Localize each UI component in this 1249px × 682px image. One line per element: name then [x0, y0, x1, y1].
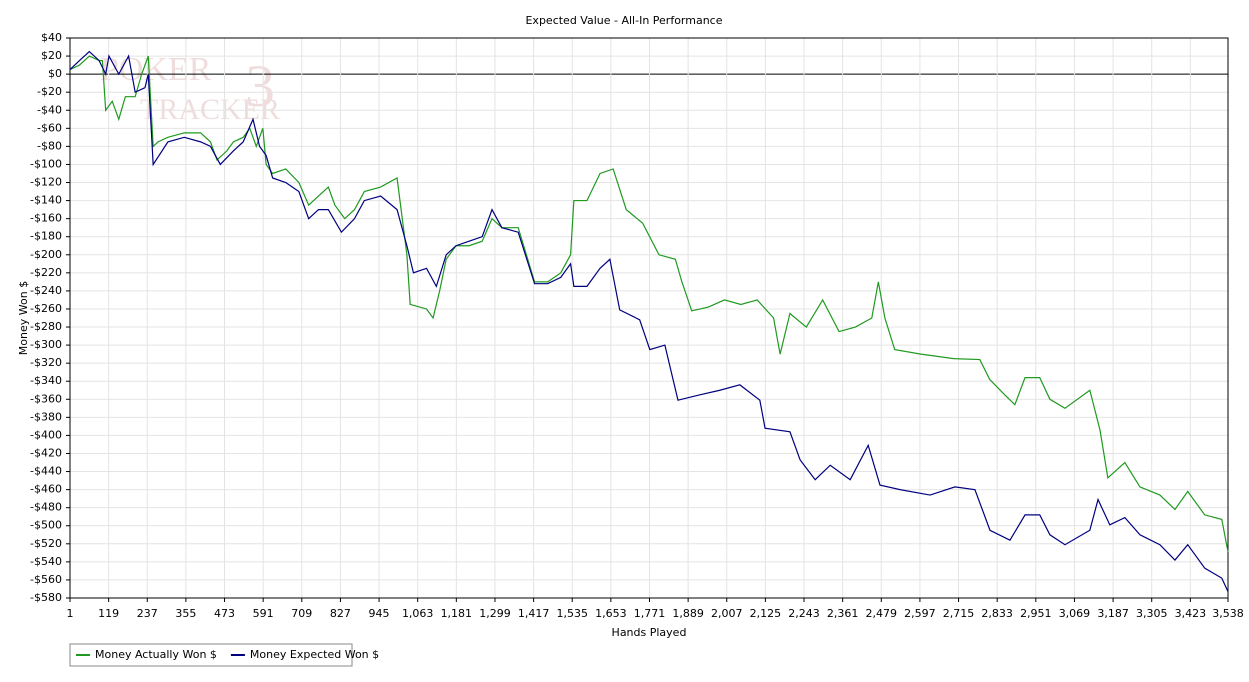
legend-label: Money Actually Won $ [95, 648, 217, 661]
x-tick-label: 2,361 [827, 607, 859, 620]
x-tick-label: 119 [98, 607, 119, 620]
y-tick-label: $40 [41, 31, 62, 44]
y-tick-label: -$400 [30, 428, 62, 441]
x-tick-label: 3,538 [1212, 607, 1244, 620]
x-tick-label: 3,187 [1097, 607, 1129, 620]
x-tick-label: 237 [137, 607, 158, 620]
plot-frame [69, 37, 1229, 599]
y-tick-label: -$180 [30, 230, 62, 243]
y-tick-label: $20 [41, 49, 62, 62]
x-tick-label: 2,951 [1020, 607, 1052, 620]
watermark: POKER TRACKER 3 [100, 51, 280, 126]
x-tick-label: 355 [175, 607, 196, 620]
x-tick-label: 2,833 [981, 607, 1013, 620]
x-tick-label: 1,181 [441, 607, 473, 620]
x-tick-label: 1 [67, 607, 74, 620]
y-tick-label: -$500 [30, 519, 62, 532]
y-tick-label: -$420 [30, 446, 62, 459]
y-tick-label: -$380 [30, 410, 62, 423]
y-tick-label: -$460 [30, 483, 62, 496]
y-tick-label: -$100 [30, 157, 62, 170]
x-tick-label: 1,299 [479, 607, 511, 620]
y-tick-label: -$60 [37, 121, 62, 134]
y-tick-label: -$560 [30, 573, 62, 586]
x-tick-label: 1,535 [556, 607, 588, 620]
x-tick-label: 1,653 [595, 607, 627, 620]
y-tick-label: -$300 [30, 338, 62, 351]
x-tick-label: 3,305 [1136, 607, 1168, 620]
y-tick-label: -$140 [30, 194, 62, 207]
x-tick-label: 2,479 [866, 607, 898, 620]
y-tick-label: -$20 [37, 85, 62, 98]
y-tick-label: -$440 [30, 465, 62, 478]
x-tick-label: 473 [214, 607, 235, 620]
watermark-text: POKER [100, 51, 212, 88]
x-tick-label: 1,063 [402, 607, 434, 620]
y-tick-label: -$520 [30, 537, 62, 550]
y-tick-label: -$480 [30, 501, 62, 514]
x-tick-label: 3,069 [1059, 607, 1091, 620]
y-tick-label: -$200 [30, 248, 62, 261]
y-tick-label: $0 [48, 67, 62, 80]
series-line [69, 55, 1229, 553]
y-tick-label: -$240 [30, 284, 62, 297]
legend-label: Money Expected Won $ [250, 648, 379, 661]
x-tick-label: 591 [253, 607, 274, 620]
x-tick-label: 2,125 [750, 607, 782, 620]
y-tick-label: -$120 [30, 176, 62, 189]
y-tick-label: -$40 [37, 103, 62, 116]
y-tick-label: -$580 [30, 591, 62, 604]
y-tick-label: -$280 [30, 320, 62, 333]
x-tick-label: 2,715 [943, 607, 975, 620]
x-tick-label: 2,243 [788, 607, 820, 620]
series-line [69, 50, 1229, 592]
x-tick-label: 709 [291, 607, 312, 620]
y-tick-label: -$540 [30, 555, 62, 568]
x-tick-label: 1,417 [518, 607, 550, 620]
y-tick-label: -$320 [30, 356, 62, 369]
y-tick-label: -$360 [30, 392, 62, 405]
y-tick-label: -$160 [30, 212, 62, 225]
x-tick-label: 2,007 [711, 607, 743, 620]
chart-title: Expected Value - All-In Performance [525, 14, 722, 27]
watermark-text: TRACKER [140, 93, 280, 126]
x-tick-label: 2,597 [904, 607, 936, 620]
x-tick-label: 945 [369, 607, 390, 620]
x-tick-label: 3,423 [1175, 607, 1207, 620]
y-tick-label: -$220 [30, 266, 62, 279]
y-tick-label: -$340 [30, 374, 62, 387]
legend-box [69, 643, 353, 667]
x-tick-label: 827 [330, 607, 351, 620]
watermark-text: 3 [245, 53, 275, 119]
y-tick-label: -$260 [30, 302, 62, 315]
x-tick-label: 1,771 [634, 607, 666, 620]
y-tick-label: -$80 [37, 139, 62, 152]
x-tick-label: 1,889 [672, 607, 704, 620]
x-axis-label: Hands Played [612, 626, 687, 639]
y-axis-label: Money Won $ [17, 281, 30, 355]
